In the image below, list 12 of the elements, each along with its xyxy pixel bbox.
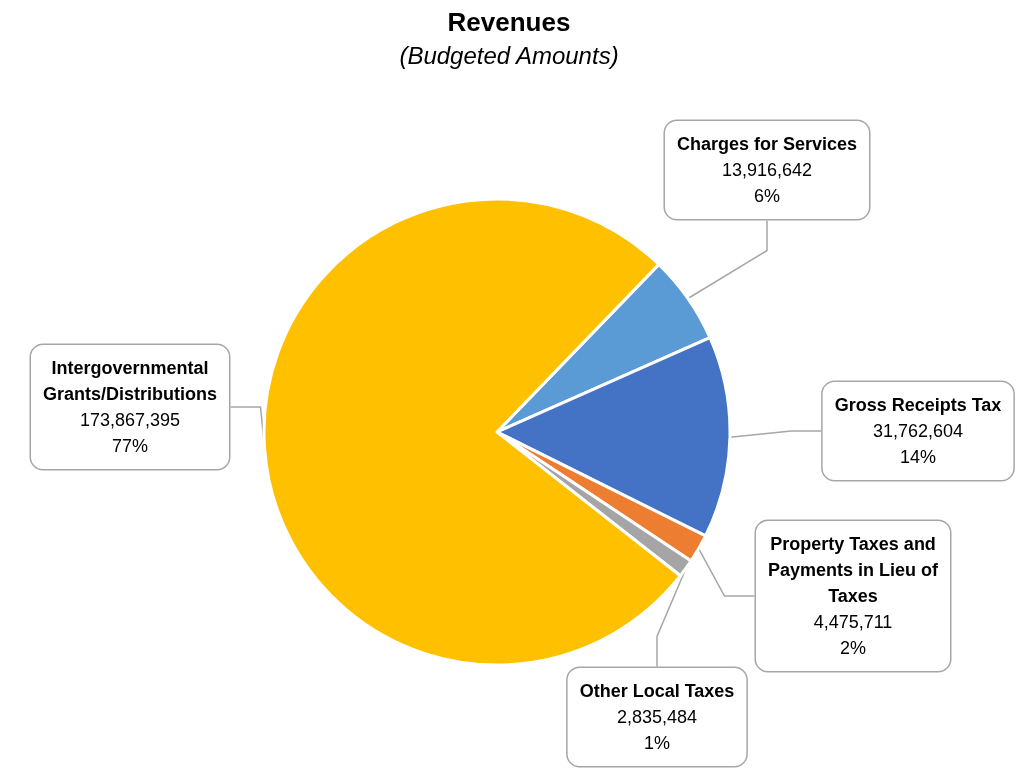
slice-label: Property Taxes and Payments in Lieu of Taxes (767, 534, 940, 606)
data-label: 173,867,395 77% (79, 410, 181, 456)
data-label: 2,835,484 1% (616, 707, 698, 753)
slice-label: Charges for Services (676, 134, 858, 154)
chart-title: Revenues (447, 7, 571, 37)
slice-label: Other Local Taxes (579, 681, 735, 701)
data-label: 13,916,642 6% (721, 160, 813, 206)
slice-label: Gross Receipts Tax (834, 395, 1002, 415)
chart-subtitle: (Budgeted Amounts) (399, 41, 619, 69)
slice-label: Intergovernmental Grants/Distributions (42, 358, 218, 404)
data-label: 4,475,711 2% (813, 612, 893, 658)
data-label: 31,762,604 14% (872, 421, 964, 467)
